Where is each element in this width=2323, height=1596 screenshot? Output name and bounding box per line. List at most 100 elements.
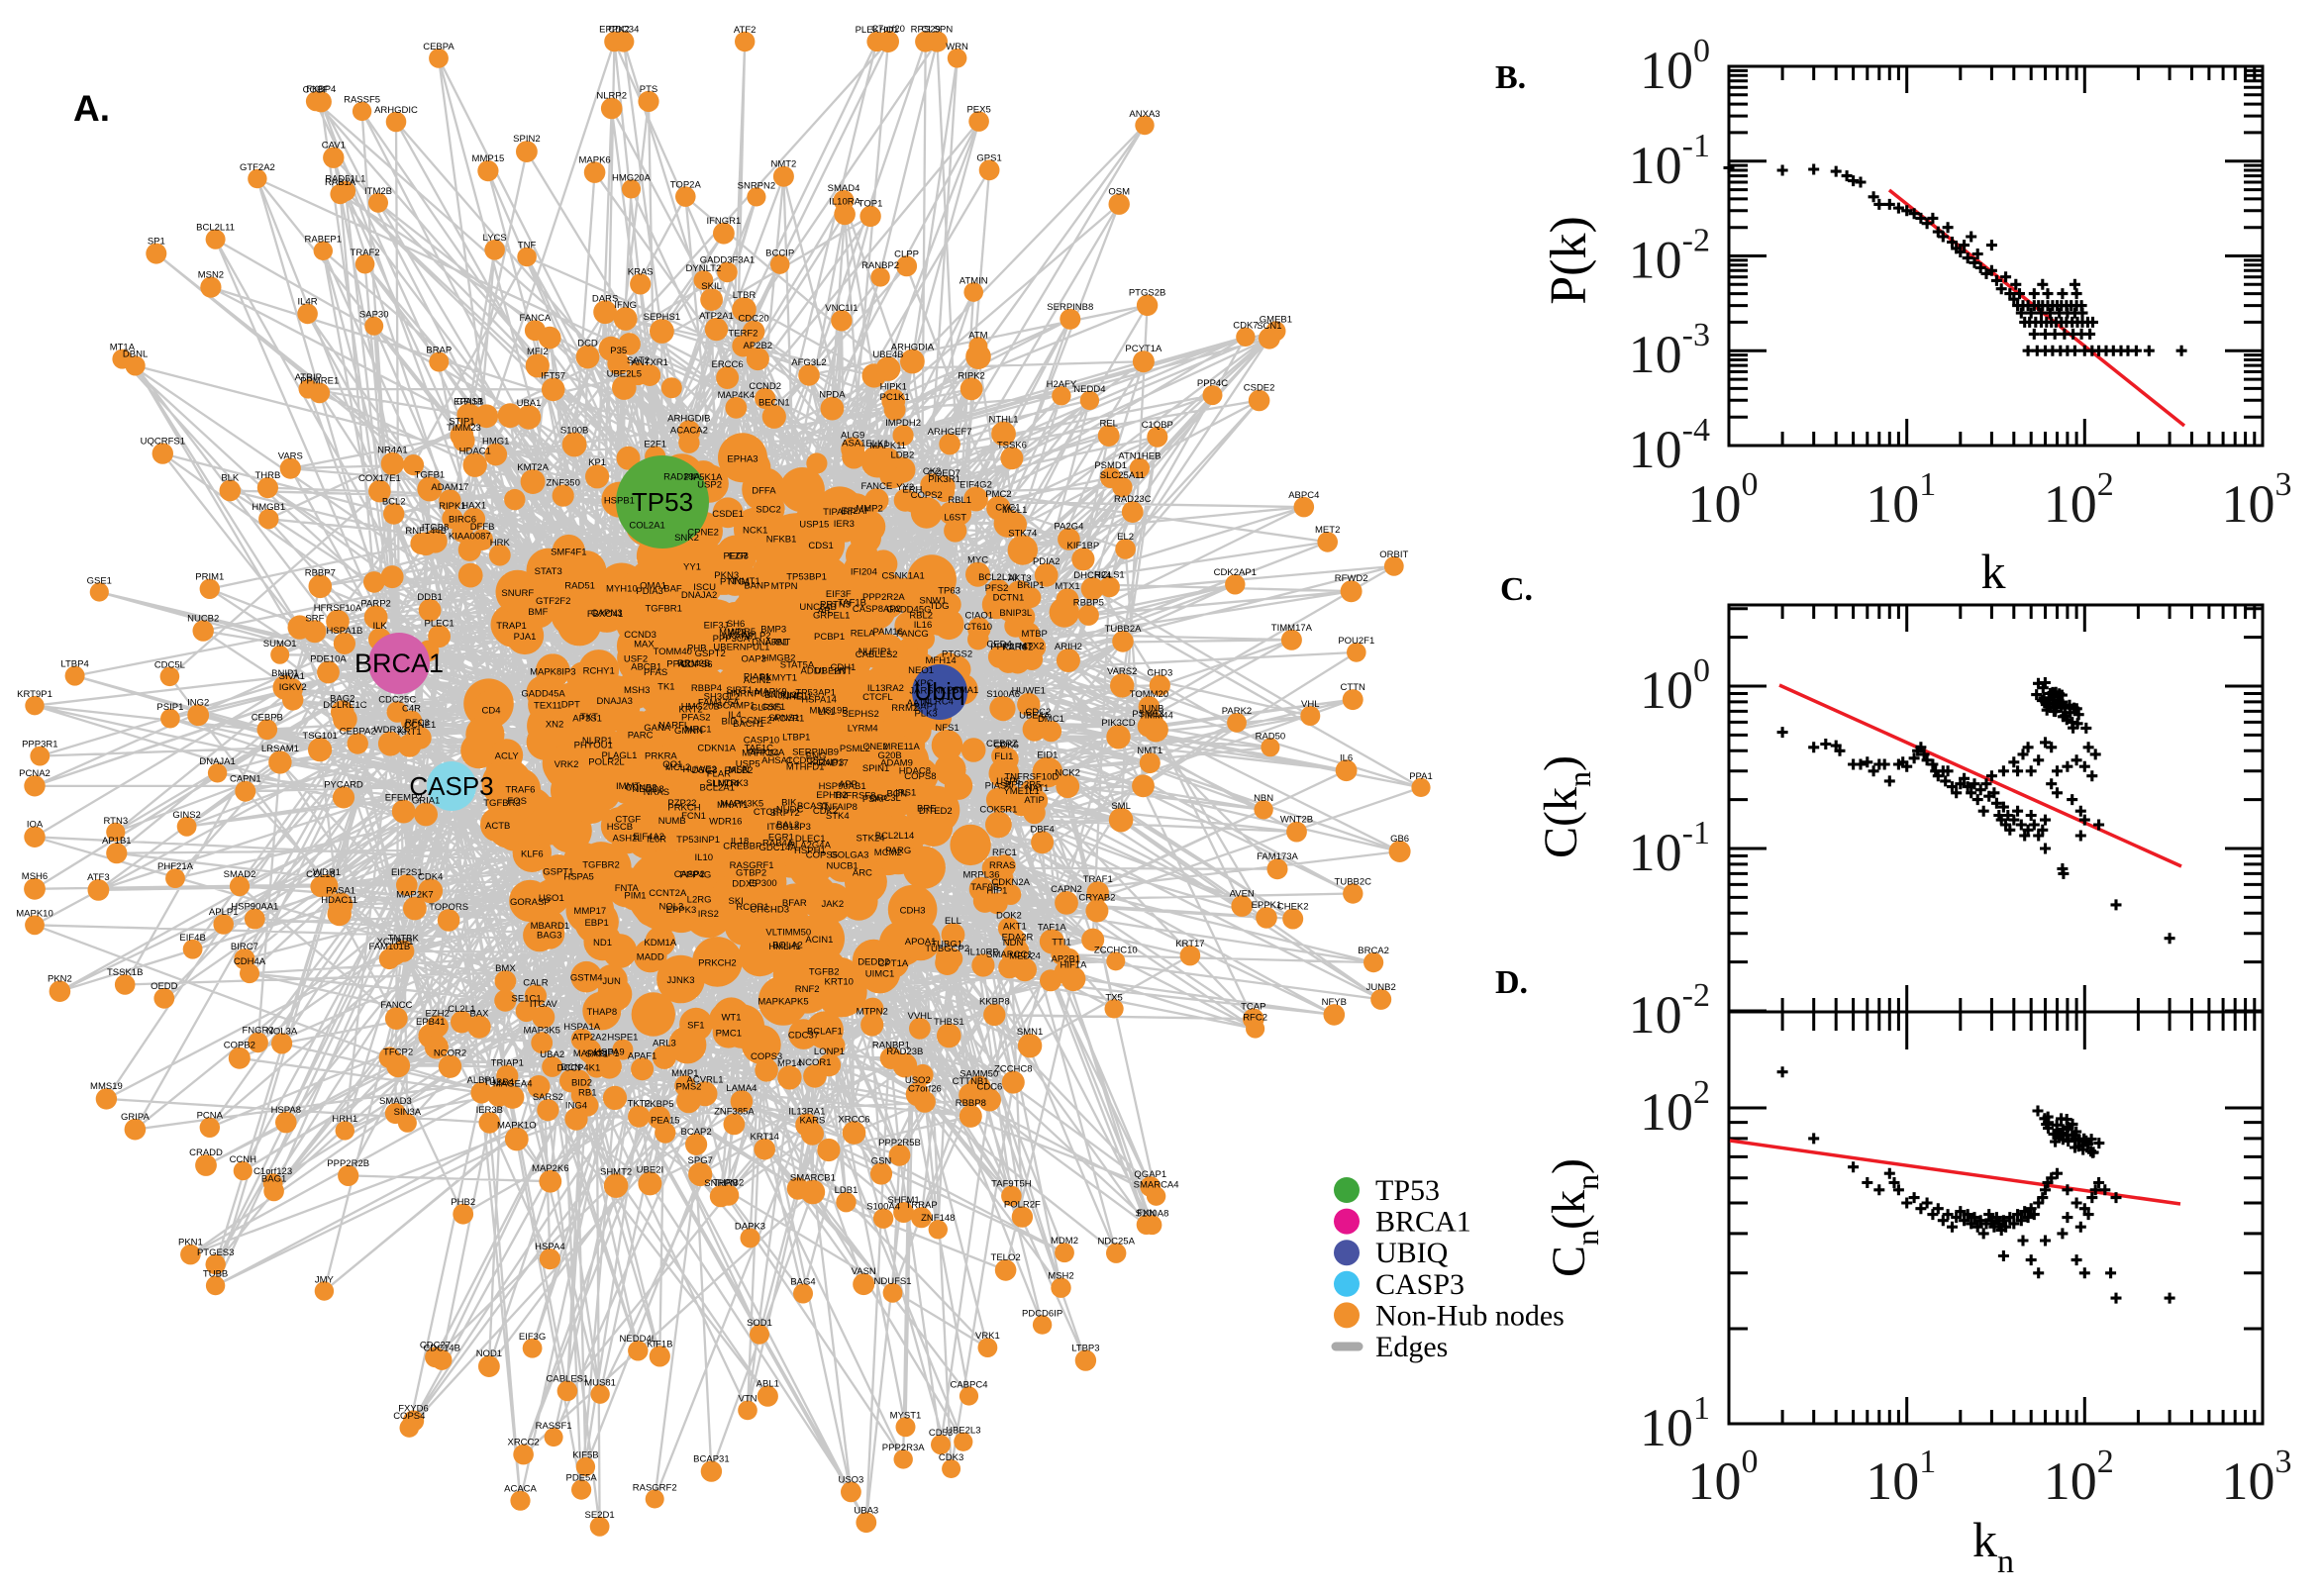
- svg-text:CCNE2: CCNE2: [740, 715, 771, 726]
- svg-text:NARFL: NARFL: [658, 721, 689, 732]
- svg-text:CYC1: CYC1: [995, 502, 1020, 513]
- svg-text:CDK7: CDK7: [1233, 321, 1258, 332]
- svg-text:RASSF5: RASSF5: [344, 95, 380, 106]
- svg-text:MYST1: MYST1: [890, 1410, 922, 1421]
- svg-text:VVHL: VVHL: [907, 1011, 932, 1022]
- svg-text:MCL2: MCL2: [665, 762, 690, 773]
- svg-text:VLTIMM50: VLTIMM50: [765, 928, 811, 939]
- svg-text:ADAM9: ADAM9: [880, 758, 913, 769]
- svg-text:MT1A: MT1A: [110, 343, 136, 353]
- svg-text:NFYB: NFYB: [1322, 997, 1347, 1008]
- svg-text:Edges: Edges: [1375, 1331, 1448, 1363]
- svg-text:CDH1: CDH1: [830, 662, 856, 673]
- svg-text:ZCCHC10: ZCCHC10: [1094, 945, 1138, 955]
- svg-text:MAPK9: MAPK9: [755, 687, 786, 698]
- svg-text:SAP30: SAP30: [359, 310, 389, 321]
- svg-text:TP53: TP53: [1375, 1174, 1440, 1207]
- svg-text:KIAA0087: KIAA0087: [449, 532, 491, 543]
- svg-text:BIK: BIK: [781, 798, 797, 809]
- svg-text:PC1K1: PC1K1: [880, 392, 910, 403]
- svg-text:LTBP4: LTBP4: [60, 659, 88, 670]
- svg-text:PIAS1: PIAS1: [744, 671, 770, 682]
- svg-text:KRT2: KRT2: [679, 705, 703, 716]
- svg-text:EPPK2: EPPK2: [599, 25, 630, 36]
- svg-text:MMP2: MMP2: [856, 504, 882, 515]
- svg-text:EGR1: EGR1: [768, 833, 794, 844]
- svg-text:TIPARP: TIPARP: [823, 507, 857, 518]
- svg-text:QGAP1: QGAP1: [1134, 1169, 1166, 1180]
- svg-text:RAD51L1: RAD51L1: [325, 174, 365, 185]
- svg-text:PDE5A: PDE5A: [566, 1473, 598, 1484]
- svg-text:KIF1B: KIF1B: [647, 1339, 672, 1349]
- svg-text:CPNE2: CPNE2: [687, 528, 719, 539]
- svg-text:PPP1CA: PPP1CA: [748, 748, 785, 758]
- svg-text:ATF3: ATF3: [87, 872, 110, 883]
- svg-text:CDC37: CDC37: [788, 1031, 819, 1042]
- svg-text:SH3GL2: SH3GL2: [704, 691, 740, 702]
- svg-text:IL16: IL16: [914, 620, 933, 631]
- svg-text:RBBP8: RBBP8: [956, 1098, 986, 1109]
- svg-text:NUDC: NUDC: [776, 804, 804, 815]
- svg-text:RB1: RB1: [578, 1087, 596, 1098]
- svg-text:BIRC6: BIRC6: [449, 515, 476, 526]
- svg-text:RIPK1: RIPK1: [439, 501, 465, 512]
- svg-text:ACACA2: ACACA2: [670, 426, 708, 437]
- svg-text:SRF: SRF: [305, 613, 324, 624]
- svg-text:GSE1: GSE1: [87, 575, 112, 586]
- svg-text:IRS2: IRS2: [698, 909, 719, 920]
- svg-text:CAV1: CAV1: [322, 140, 346, 150]
- svg-text:TELO2: TELO2: [991, 1252, 1021, 1263]
- svg-text:BCAST: BCAST: [797, 801, 829, 812]
- svg-text:PARC: PARC: [628, 731, 654, 742]
- svg-text:ANXA3: ANXA3: [1129, 109, 1160, 120]
- svg-text:GPS1: GPS1: [976, 152, 1001, 163]
- svg-text:COPB2: COPB2: [224, 1041, 255, 1051]
- svg-text:CABLES1: CABLES1: [547, 1374, 589, 1385]
- svg-text:OAP3: OAP3: [742, 654, 766, 665]
- svg-text:CD53: CD53: [929, 1428, 953, 1439]
- svg-text:C7orf26: C7orf26: [908, 1084, 942, 1095]
- svg-text:MAPK3K5: MAPK3K5: [720, 799, 763, 810]
- svg-text:UQCRFS1: UQCRFS1: [141, 436, 185, 447]
- svg-text:VNC1I1: VNC1I1: [825, 303, 858, 314]
- svg-text:PSML2: PSML2: [840, 744, 870, 754]
- svg-text:SAT2: SAT2: [627, 355, 650, 366]
- svg-text:MFH14: MFH14: [926, 655, 957, 666]
- svg-text:AP2B2: AP2B2: [744, 341, 773, 351]
- svg-text:TP53AP1: TP53AP1: [795, 688, 836, 699]
- svg-text:IMMT: IMMT: [616, 781, 640, 792]
- svg-text:CTTNB1: CTTNB1: [953, 1076, 989, 1087]
- svg-text:PPMRE1: PPMRE1: [300, 376, 339, 387]
- svg-text:PDE10A: PDE10A: [310, 654, 347, 665]
- svg-text:SMAD3: SMAD3: [379, 1096, 412, 1107]
- svg-text:CEBPZ: CEBPZ: [986, 739, 1018, 749]
- svg-text:USO3: USO3: [838, 1475, 863, 1486]
- svg-text:RANBP1: RANBP1: [872, 1041, 910, 1051]
- svg-text:XCTBP1: XCTBP1: [377, 937, 414, 948]
- svg-text:TP63: TP63: [938, 586, 960, 597]
- svg-text:XRCC6: XRCC6: [838, 1114, 869, 1125]
- svg-text:PHB2: PHB2: [451, 1197, 475, 1208]
- svg-text:BAG3: BAG3: [537, 930, 561, 941]
- svg-text:STAT3: STAT3: [535, 566, 562, 577]
- svg-text:HSPH1: HSPH1: [794, 846, 826, 856]
- svg-text:TCAP: TCAP: [1241, 1002, 1265, 1013]
- svg-text:S100B: S100B: [560, 426, 589, 437]
- svg-text:NUMB: NUMB: [658, 816, 686, 827]
- svg-text:THBS1: THBS1: [934, 1017, 964, 1028]
- svg-text:SMARCC1: SMARCC1: [986, 949, 1032, 960]
- svg-text:BRAP: BRAP: [426, 346, 452, 356]
- svg-text:RBBP4: RBBP4: [691, 683, 722, 694]
- svg-text:L2RG: L2RG: [687, 895, 712, 906]
- svg-text:MRPL36: MRPL36: [963, 870, 1000, 881]
- svg-text:COPS8: COPS8: [904, 771, 936, 782]
- svg-text:TRAP1: TRAP1: [496, 621, 527, 632]
- svg-text:RTN3: RTN3: [103, 816, 128, 827]
- svg-text:BANP: BANP: [744, 581, 769, 592]
- svg-text:TIMM44: TIMM44: [1139, 711, 1173, 722]
- svg-text:BRE: BRE: [917, 804, 937, 815]
- svg-text:CDC20: CDC20: [739, 314, 769, 325]
- svg-text:RBL2: RBL2: [909, 610, 933, 621]
- svg-text:COK5R1: COK5R1: [979, 805, 1017, 816]
- svg-text:TUBGCP2: TUBGCP2: [925, 944, 969, 954]
